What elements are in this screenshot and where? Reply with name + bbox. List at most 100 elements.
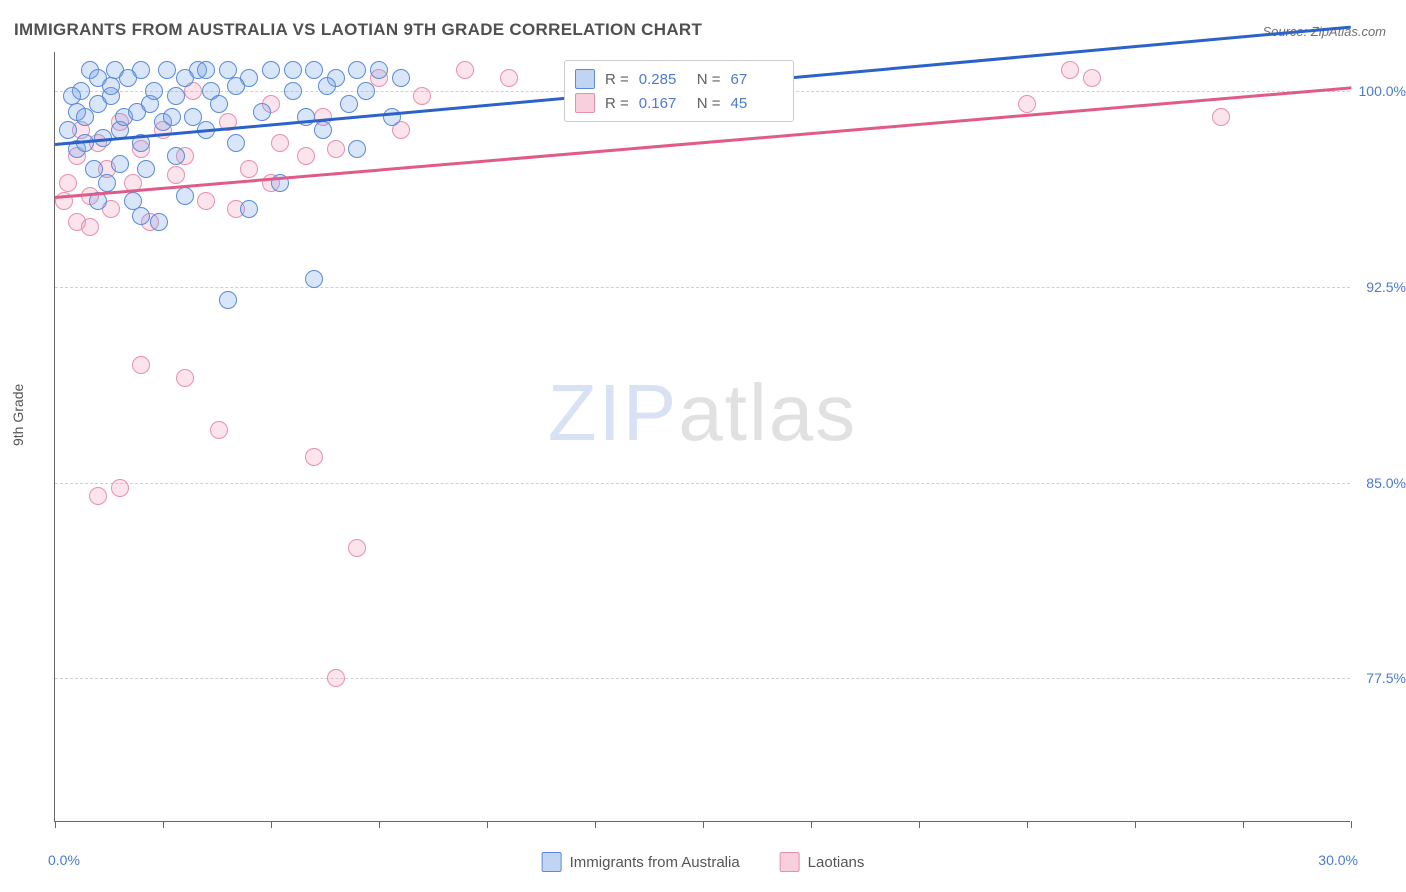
data-point-b [413, 87, 431, 105]
data-point-a [59, 121, 77, 139]
data-point-a [314, 121, 332, 139]
data-point-b [59, 174, 77, 192]
r-label: R = [605, 95, 629, 112]
x-tick [595, 821, 596, 828]
data-point-a [150, 213, 168, 231]
watermark: ZIPatlas [548, 367, 857, 459]
y-tick-label: 92.5% [1366, 279, 1406, 295]
x-tick [163, 821, 164, 828]
legend-item-a: Immigrants from Australia [542, 852, 740, 872]
r-label: R = [605, 71, 629, 88]
data-point-a [111, 155, 129, 173]
n-value-b: 45 [731, 95, 779, 112]
x-min-label: 0.0% [48, 852, 80, 868]
y-tick-label: 85.0% [1366, 475, 1406, 491]
watermark-atlas: atlas [678, 368, 857, 457]
chart-title: IMMIGRANTS FROM AUSTRALIA VS LAOTIAN 9TH… [14, 20, 702, 40]
data-point-b [111, 479, 129, 497]
legend-item-b: Laotians [780, 852, 865, 872]
data-point-a [197, 61, 215, 79]
chart-container: IMMIGRANTS FROM AUSTRALIA VS LAOTIAN 9TH… [0, 0, 1406, 892]
data-point-a [176, 187, 194, 205]
data-point-b [456, 61, 474, 79]
data-point-a [210, 95, 228, 113]
data-point-b [197, 192, 215, 210]
data-point-a [163, 108, 181, 126]
data-point-a [284, 82, 302, 100]
data-point-a [76, 134, 94, 152]
data-point-a [137, 160, 155, 178]
data-point-b [500, 69, 518, 87]
series-legend: Immigrants from Australia Laotians [542, 852, 865, 872]
data-point-b [176, 369, 194, 387]
data-point-b [167, 166, 185, 184]
series-a-name: Immigrants from Australia [570, 854, 740, 871]
x-tick [811, 821, 812, 828]
data-point-b [348, 539, 366, 557]
series-b-name: Laotians [808, 854, 865, 871]
y-tick-label: 100.0% [1359, 83, 1406, 99]
data-point-a [305, 61, 323, 79]
data-point-a [262, 61, 280, 79]
data-point-b [89, 487, 107, 505]
data-point-a [348, 61, 366, 79]
data-point-a [340, 95, 358, 113]
data-point-a [145, 82, 163, 100]
data-point-b [210, 421, 228, 439]
data-point-a [167, 147, 185, 165]
data-point-a [132, 61, 150, 79]
data-point-b [327, 140, 345, 158]
x-tick [1351, 821, 1352, 828]
data-point-a [284, 61, 302, 79]
data-point-b [1018, 95, 1036, 113]
data-point-a [63, 87, 81, 105]
data-point-a [370, 61, 388, 79]
gridline [55, 483, 1350, 484]
data-point-a [219, 291, 237, 309]
data-point-b [327, 669, 345, 687]
legend-row-a: R = 0.285 N = 67 [575, 67, 779, 91]
swatch-a-icon [575, 69, 595, 89]
x-tick [487, 821, 488, 828]
data-point-a [132, 207, 150, 225]
data-point-a [318, 77, 336, 95]
y-axis-label: 9th Grade [10, 384, 26, 446]
data-point-a [392, 69, 410, 87]
swatch-b-icon [575, 93, 595, 113]
data-point-a [240, 200, 258, 218]
watermark-zip: ZIP [548, 368, 678, 457]
x-tick [271, 821, 272, 828]
x-tick [1243, 821, 1244, 828]
data-point-a [227, 134, 245, 152]
x-tick [1027, 821, 1028, 828]
x-tick [379, 821, 380, 828]
data-point-a [348, 140, 366, 158]
x-tick [919, 821, 920, 828]
data-point-b [1083, 69, 1101, 87]
data-point-a [253, 103, 271, 121]
data-point-a [297, 108, 315, 126]
data-point-b [1212, 108, 1230, 126]
correlation-legend: R = 0.285 N = 67 R = 0.167 N = 45 [564, 60, 794, 122]
y-tick-label: 77.5% [1366, 670, 1406, 686]
data-point-b [305, 448, 323, 466]
data-point-b [1061, 61, 1079, 79]
data-point-a [98, 174, 116, 192]
r-value-b: 0.167 [639, 95, 687, 112]
data-point-a [167, 87, 185, 105]
legend-row-b: R = 0.167 N = 45 [575, 91, 779, 115]
gridline [55, 678, 1350, 679]
x-tick [1135, 821, 1136, 828]
n-value-a: 67 [731, 71, 779, 88]
data-point-b [240, 160, 258, 178]
data-point-b [81, 218, 99, 236]
data-point-a [227, 77, 245, 95]
gridline [55, 287, 1350, 288]
swatch-a-icon [542, 852, 562, 872]
r-value-a: 0.285 [639, 71, 687, 88]
x-tick [703, 821, 704, 828]
data-point-a [305, 270, 323, 288]
data-point-b [271, 134, 289, 152]
data-point-a [357, 82, 375, 100]
x-max-label: 30.0% [1318, 852, 1358, 868]
